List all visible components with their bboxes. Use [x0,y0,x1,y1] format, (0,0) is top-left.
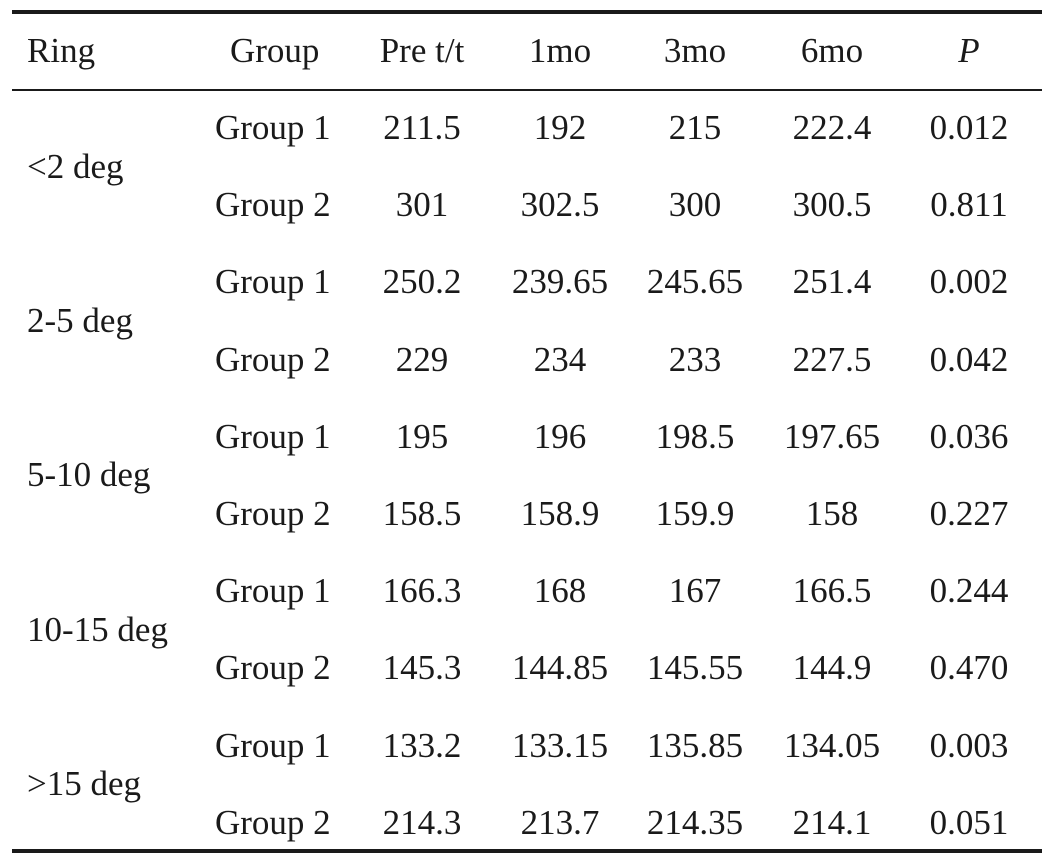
ring-label: >15 deg [27,764,142,803]
header-ring: Ring [27,31,96,70]
cell-group: Group 2 [215,803,331,842]
cell-group: Group 2 [215,494,331,533]
ring-label: 5-10 deg [27,455,151,494]
cell-group: Group 2 [215,648,331,687]
cell-group: Group 1 [215,417,331,456]
ring-label: <2 deg [27,147,124,186]
cell-group: Group 1 [215,571,331,610]
table-bottom-rule [12,849,1042,853]
cell-group: Group 1 [215,108,331,147]
ring-label: 10-15 deg [27,610,168,649]
ring-label: 2-5 deg [27,301,133,340]
cell-group: Group 1 [215,262,331,301]
cell-group: Group 2 [215,185,331,224]
cell-group: Group 1 [215,726,331,765]
header-group: Group [230,31,320,70]
table-header-rule [12,89,1042,91]
cell-group: Group 2 [215,340,331,379]
table-top-rule [12,10,1042,14]
